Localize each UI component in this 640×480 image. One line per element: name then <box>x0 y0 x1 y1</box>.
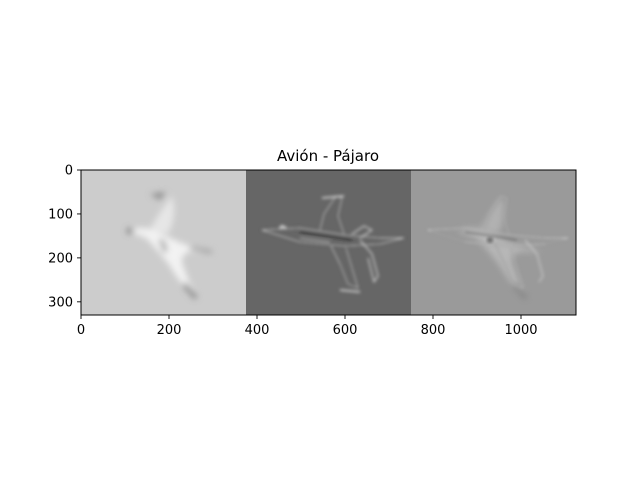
image-panels <box>81 170 576 315</box>
x-axis: 0 200 400 600 800 1000 <box>77 315 538 338</box>
y-tick-label: 200 <box>48 251 73 266</box>
hybrid-airplane-edges <box>426 195 570 289</box>
y-tick-label: 300 <box>48 295 73 310</box>
panel-hybrid <box>411 170 576 315</box>
x-tick-label: 400 <box>245 323 270 338</box>
panel-low-pass-bird <box>81 170 246 315</box>
axes-frame <box>80 169 577 316</box>
x-tick-label: 600 <box>333 323 358 338</box>
y-axis: 0 100 200 300 <box>48 164 81 310</box>
x-tick-label: 800 <box>421 323 446 338</box>
x-tick-label: 200 <box>157 323 182 338</box>
x-tick-label: 1000 <box>504 323 537 338</box>
bird-silhouette <box>127 192 213 300</box>
y-tick-label: 100 <box>48 207 73 222</box>
panel-high-pass-airplane <box>246 170 411 315</box>
y-tick-label: 0 <box>65 164 73 179</box>
chart-title: Avión - Pájaro <box>277 147 379 165</box>
hybrid-dark-spot <box>487 237 493 243</box>
airplane-edges <box>260 194 406 293</box>
x-tick-label: 0 <box>77 323 85 338</box>
